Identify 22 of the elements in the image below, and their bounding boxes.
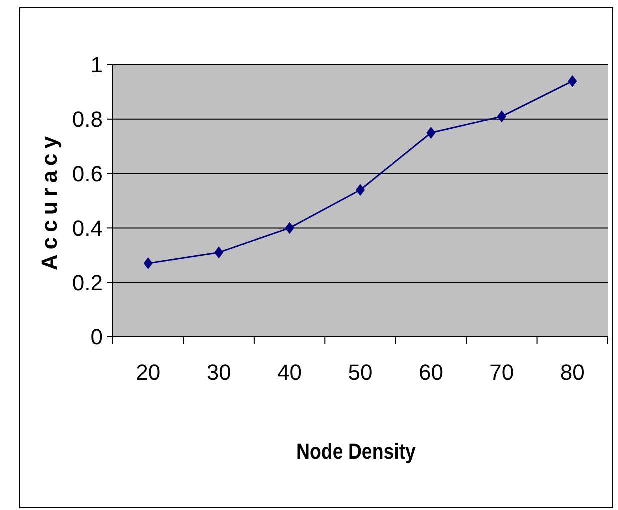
point [214,246,224,259]
x-tick-label: 70 [490,360,514,385]
y-tick-label: 1 [90,52,103,78]
x-tick-label: 30 [206,360,232,385]
point [144,258,153,270]
y-axis-title: Accuracy [37,131,62,271]
point [426,127,436,139]
point [285,222,294,234]
x-tick-label: 60 [418,360,444,385]
y-tick-label: 0.8 [72,107,103,132]
x-axis-title: Node Density [296,440,417,464]
x-tick-label: 20 [136,360,161,385]
y-tick-label: 0.6 [72,162,103,186]
point [497,110,506,123]
point [568,75,578,88]
y-tick-label: 0.4 [72,216,103,241]
point [356,184,365,196]
y-tick-label: 0 [90,324,103,350]
x-tick-label: 50 [348,360,373,385]
y-tick-label: 0.2 [72,270,103,296]
x-tick-label: 80 [560,360,585,385]
x-tick-label: 40 [278,360,302,385]
